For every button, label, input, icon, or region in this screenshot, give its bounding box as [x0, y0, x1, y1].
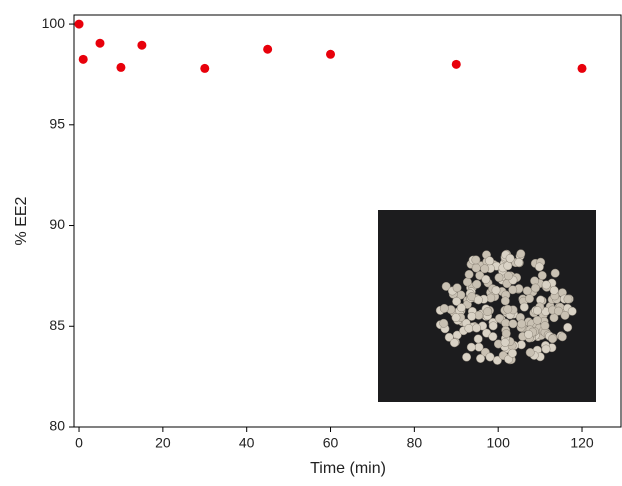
- pellet: [452, 296, 462, 306]
- x-tick-label: 0: [75, 435, 83, 451]
- data-point: [326, 49, 336, 59]
- pellet: [488, 321, 498, 331]
- pellet: [452, 283, 462, 293]
- pellet: [541, 280, 551, 290]
- pellet: [537, 271, 547, 280]
- pellet: [567, 306, 577, 316]
- pellet: [517, 319, 527, 329]
- pellet: [525, 348, 535, 357]
- data-point: [95, 38, 105, 48]
- pellet: [451, 313, 461, 323]
- pellet: [500, 337, 510, 347]
- pellet: [480, 264, 490, 274]
- y-tick-label: 80: [49, 418, 65, 434]
- pellet: [471, 263, 481, 273]
- pellet: [485, 256, 495, 266]
- pellet: [485, 352, 495, 362]
- pellet: [439, 303, 449, 313]
- pellet: [494, 273, 504, 283]
- x-tick-label: 20: [155, 435, 171, 451]
- pellet: [466, 342, 476, 352]
- pellet: [554, 306, 563, 316]
- data-point: [200, 63, 210, 73]
- pellet: [532, 315, 542, 325]
- pellet: [532, 306, 542, 316]
- pellet: [495, 313, 504, 323]
- y-axis-label: % EE2: [13, 196, 30, 245]
- pellet: [503, 271, 513, 281]
- pellet: [522, 286, 532, 296]
- pellet: [456, 303, 466, 313]
- x-tick-label: 60: [323, 435, 339, 451]
- pellet: [531, 283, 540, 293]
- pellet: [524, 329, 534, 339]
- pellet: [488, 332, 498, 342]
- data-point: [263, 44, 273, 54]
- x-tick-label: 40: [239, 435, 255, 451]
- plot-frame: [73, 14, 622, 428]
- pellet: [560, 310, 570, 320]
- pellet: [444, 332, 454, 342]
- pellet: [540, 321, 550, 331]
- pellet: [462, 277, 472, 287]
- pellet: [548, 334, 557, 344]
- pellet: [462, 352, 472, 362]
- pellet: [563, 294, 573, 304]
- pellet: [519, 302, 529, 312]
- pellet: [473, 334, 483, 344]
- pellet: [508, 285, 518, 295]
- data-point: [116, 62, 126, 72]
- data-point: [137, 40, 147, 50]
- pellet: [501, 329, 511, 339]
- pellet: [441, 281, 451, 291]
- pellet: [514, 258, 524, 267]
- y-tick-label: 100: [42, 15, 66, 31]
- data-point: [577, 63, 587, 73]
- pellet: [550, 268, 560, 278]
- pellet: [549, 285, 559, 295]
- pellet: [473, 295, 483, 305]
- pellet: [476, 354, 485, 363]
- pellet: [534, 262, 544, 272]
- pellet: [541, 344, 551, 354]
- pellet: [472, 323, 482, 333]
- data-point: [74, 19, 84, 29]
- pellet: [467, 311, 477, 321]
- pellet: [492, 355, 502, 365]
- y-tick-label: 95: [49, 116, 65, 132]
- pellet: [503, 261, 513, 271]
- pellet: [472, 279, 482, 289]
- pellet: [516, 249, 526, 259]
- x-tick-label: 80: [407, 435, 423, 451]
- data-point: [451, 59, 461, 69]
- inset-photo: [378, 210, 596, 402]
- x-axis-label: Time (min): [310, 460, 386, 477]
- pellet: [557, 332, 567, 342]
- pellet: [471, 255, 481, 265]
- pellet: [464, 269, 474, 279]
- pellet: [500, 296, 510, 306]
- pellet: [525, 294, 534, 304]
- y-tick-label: 90: [49, 216, 65, 232]
- pellet: [508, 348, 517, 358]
- pellet: [483, 307, 493, 317]
- pellet: [563, 322, 573, 332]
- x-tick-label: 120: [570, 435, 594, 451]
- pellet: [481, 274, 491, 284]
- pellet: [503, 304, 513, 314]
- pellet: [491, 285, 501, 295]
- pellet: [464, 323, 474, 333]
- y-tick-label: 85: [49, 317, 65, 333]
- x-tick-label: 100: [487, 435, 511, 451]
- data-point: [78, 54, 88, 64]
- pellet: [449, 338, 459, 348]
- pellet: [508, 319, 518, 329]
- pellet: [439, 318, 449, 328]
- pellet: [505, 253, 515, 263]
